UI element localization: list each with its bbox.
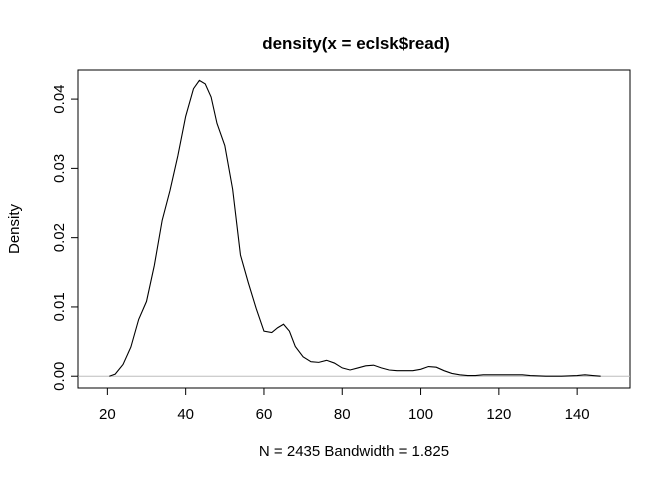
y-tick-label: 0.02: [51, 223, 68, 252]
y-tick-label: 0.04: [51, 84, 68, 113]
y-tick-label: 0.01: [51, 292, 68, 321]
y-tick-label: 0.03: [51, 154, 68, 183]
density-line: [109, 79, 601, 377]
x-tick-label: 60: [256, 406, 273, 423]
chart-title: density(x = eclsk$read): [262, 34, 450, 53]
x-tick-label: 20: [99, 406, 116, 423]
x-axis-label: N = 2435 Bandwidth = 1.825: [259, 443, 449, 460]
x-tick-label: 120: [486, 406, 511, 423]
y-axis-label: Density: [6, 203, 23, 254]
x-tick-label: 40: [177, 406, 194, 423]
y-axis: 0.00 0.01 0.02 0.03 0.04: [51, 84, 79, 391]
x-tick-label: 100: [408, 406, 433, 423]
x-tick-label: 140: [565, 406, 590, 423]
x-axis: 20 40 60 80 100 120 140: [99, 387, 590, 423]
x-tick-label: 80: [334, 406, 351, 423]
y-tick-label: 0.00: [51, 362, 68, 391]
